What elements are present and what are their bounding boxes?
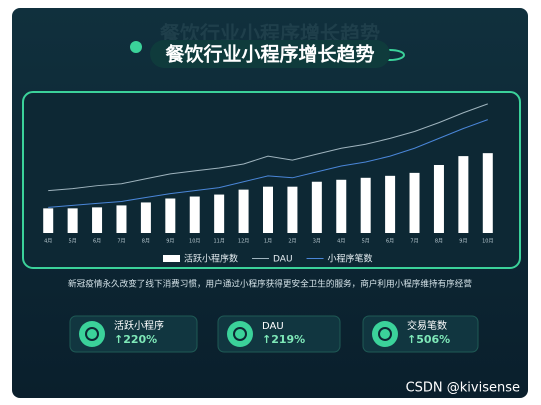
x-tick-label: 4月 — [337, 239, 345, 245]
bar — [311, 181, 322, 233]
bar — [43, 208, 54, 233]
x-tick-label: 5月 — [362, 239, 370, 245]
legend-label: DAU — [273, 255, 293, 265]
x-tick-label: 3月 — [313, 239, 321, 245]
bar — [409, 172, 420, 233]
bar — [482, 153, 493, 233]
bar — [67, 208, 78, 233]
x-tick-label: 1月 — [264, 239, 272, 245]
x-tick-label: 8月 — [142, 239, 150, 245]
bar — [140, 202, 151, 233]
stat-change: ↑506% — [407, 333, 450, 346]
bar — [238, 189, 249, 233]
stats: 活跃小程序↑220% DAU↑219% 交易笔数↑506% — [69, 315, 479, 353]
x-tick-label: 7月 — [117, 239, 125, 245]
description: 新冠疫情永久改变了线下消费习惯，用户通过小程序获得更安全卫生的服务，商户利用小程… — [68, 278, 472, 290]
x-tick-label: 6月 — [386, 239, 394, 245]
bar — [165, 198, 176, 233]
line — [48, 119, 488, 208]
x-tick-label: 2月 — [288, 239, 296, 245]
x-tick-label: 8月 — [435, 239, 443, 245]
deco-dot — [130, 41, 142, 53]
legend-swatch — [163, 255, 180, 262]
bar — [385, 175, 396, 233]
bar — [92, 207, 103, 233]
stat-label: 交易笔数 — [407, 319, 447, 332]
stat-icon-inner — [233, 327, 247, 341]
x-tick-label: 12月 — [238, 239, 249, 245]
x-tick-label: 6月 — [93, 239, 101, 245]
title-pill — [150, 40, 390, 68]
bar — [189, 196, 200, 233]
stat-icon — [227, 321, 253, 347]
bar — [433, 164, 444, 233]
bar — [287, 186, 298, 233]
stat-icon-inner — [85, 327, 99, 341]
line — [48, 103, 488, 192]
bar — [360, 177, 371, 233]
x-tick-label: 4月 — [44, 239, 52, 245]
chart-title: 餐饮行业小程序增长趋势 — [165, 43, 374, 66]
x-tick-label: 10月 — [482, 239, 493, 245]
bar — [116, 205, 127, 233]
stat-icon — [372, 321, 398, 347]
legend-label: 活跃小程序数 — [184, 253, 238, 265]
stat-label: DAU — [262, 321, 284, 332]
stat-label: 活跃小程序 — [114, 319, 164, 332]
x-tick-label: 10月 — [189, 239, 200, 245]
bar — [214, 194, 225, 233]
stat-change: ↑220% — [114, 333, 157, 346]
stat-icon — [79, 321, 105, 347]
x-tick-label: 7月 — [410, 239, 418, 245]
watermark: CSDN @kivisense — [406, 381, 520, 396]
bar — [263, 186, 273, 233]
x-tick-label: 5月 — [69, 239, 77, 245]
x-tick-label: 9月 — [166, 239, 174, 245]
x-tick-label: 9月 — [459, 239, 467, 245]
bar — [336, 179, 347, 233]
bar — [458, 156, 469, 233]
legend-label: 小程序笔数 — [328, 253, 373, 265]
x-tick-label: 11月 — [213, 239, 224, 245]
stat-change: ↑219% — [262, 333, 305, 346]
stat-box — [69, 315, 198, 353]
stat-icon-inner — [378, 327, 392, 341]
plot: 4月 5月 6月 7月 8月 9月 10月 11月 12月 1月 2月 3月 4月 5月 6月 7月 8月 9月 1… — [43, 103, 493, 265]
